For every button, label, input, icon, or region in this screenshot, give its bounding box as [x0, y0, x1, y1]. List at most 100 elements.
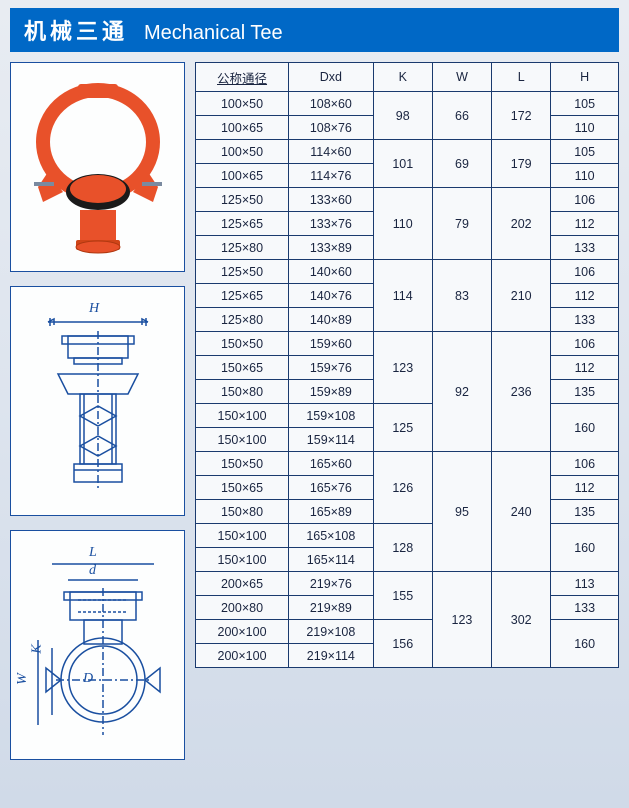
cell: 150×50: [196, 332, 289, 356]
spec-table: 公称通径DxdKWLH 100×50108×609866172105100×65…: [195, 62, 619, 668]
cell: 160: [551, 404, 619, 452]
cell: 95: [432, 452, 491, 572]
dim-K: K: [30, 644, 46, 653]
cell: 125×50: [196, 260, 289, 284]
cell: 133×60: [289, 188, 374, 212]
table-row: 200×100219×108156160: [196, 620, 619, 644]
title-en: Mechanical Tee: [144, 22, 283, 45]
cell: 98: [373, 92, 432, 140]
cell: 123: [373, 332, 432, 404]
table-row: 100×50108×609866172105: [196, 92, 619, 116]
cell: 150×100: [196, 524, 289, 548]
cell: 200×100: [196, 620, 289, 644]
cell: 114×76: [289, 164, 374, 188]
title-cn: 机械三通: [24, 14, 128, 46]
cell: 133: [551, 596, 619, 620]
cell: 100×65: [196, 164, 289, 188]
cell: 150×100: [196, 404, 289, 428]
cell: 200×80: [196, 596, 289, 620]
cell: 219×114: [289, 644, 374, 668]
cell: 125×65: [196, 212, 289, 236]
cell: 179: [492, 140, 551, 188]
cell: 219×108: [289, 620, 374, 644]
col-header: Dxd: [289, 63, 374, 92]
cell: 125×80: [196, 308, 289, 332]
col-header: 公称通径: [196, 63, 289, 92]
cell: 133: [551, 308, 619, 332]
dim-D: D: [83, 671, 93, 687]
cell: 106: [551, 332, 619, 356]
cell: 125×65: [196, 284, 289, 308]
cell: 113: [551, 572, 619, 596]
cell: 79: [432, 188, 491, 260]
cell: 155: [373, 572, 432, 620]
cell: 172: [492, 92, 551, 140]
cell: 123: [432, 572, 491, 668]
cell: 165×76: [289, 476, 374, 500]
figures-column: H: [10, 62, 185, 760]
cell: 140×89: [289, 308, 374, 332]
diagram-front-box: H: [10, 286, 185, 516]
table-row: 150×50165×6012695240106: [196, 452, 619, 476]
dim-d: d: [89, 563, 96, 579]
cell: 140×76: [289, 284, 374, 308]
cell: 110: [373, 188, 432, 260]
col-header: H: [551, 63, 619, 92]
cell: 150×50: [196, 452, 289, 476]
cell: 165×114: [289, 548, 374, 572]
diagram-front: [18, 296, 178, 506]
cell: 112: [551, 476, 619, 500]
cell: 159×60: [289, 332, 374, 356]
cell: 128: [373, 524, 432, 572]
cell: 114×60: [289, 140, 374, 164]
col-header: W: [432, 63, 491, 92]
cell: 105: [551, 92, 619, 116]
cell: 110: [551, 164, 619, 188]
cell: 92: [432, 332, 491, 452]
cell: 150×65: [196, 356, 289, 380]
cell: 140×60: [289, 260, 374, 284]
cell: 100×50: [196, 92, 289, 116]
cell: 159×114: [289, 428, 374, 452]
product-photo: [18, 72, 178, 262]
dim-L: L: [89, 545, 97, 561]
table-row: 150×50159×6012392236106: [196, 332, 619, 356]
cell: 125×80: [196, 236, 289, 260]
table-row: 125×50140×6011483210106: [196, 260, 619, 284]
cell: 219×76: [289, 572, 374, 596]
cell: 210: [492, 260, 551, 332]
cell: 202: [492, 188, 551, 260]
cell: 125×50: [196, 188, 289, 212]
cell: 150×80: [196, 500, 289, 524]
dim-H: H: [89, 301, 99, 317]
cell: 159×108: [289, 404, 374, 428]
cell: 240: [492, 452, 551, 572]
cell: 108×76: [289, 116, 374, 140]
cell: 159×76: [289, 356, 374, 380]
cell: 236: [492, 332, 551, 452]
cell: 112: [551, 284, 619, 308]
table-row: 100×50114×6010169179105: [196, 140, 619, 164]
cell: 83: [432, 260, 491, 332]
cell: 150×100: [196, 548, 289, 572]
cell: 200×100: [196, 644, 289, 668]
cell: 100×50: [196, 140, 289, 164]
diagram-side-box: L d W K D: [10, 530, 185, 760]
cell: 105: [551, 140, 619, 164]
dim-W: W: [15, 673, 31, 685]
cell: 160: [551, 524, 619, 572]
cell: 66: [432, 92, 491, 140]
cell: 110: [551, 116, 619, 140]
cell: 150×80: [196, 380, 289, 404]
content: H: [0, 62, 629, 760]
cell: 108×60: [289, 92, 374, 116]
cell: 114: [373, 260, 432, 332]
cell: 302: [492, 572, 551, 668]
cell: 69: [432, 140, 491, 188]
cell: 112: [551, 356, 619, 380]
cell: 100×65: [196, 116, 289, 140]
table-row: 200×65219×76155123302113: [196, 572, 619, 596]
table-row: 150×100165×108128160: [196, 524, 619, 548]
cell: 112: [551, 212, 619, 236]
cell: 106: [551, 188, 619, 212]
